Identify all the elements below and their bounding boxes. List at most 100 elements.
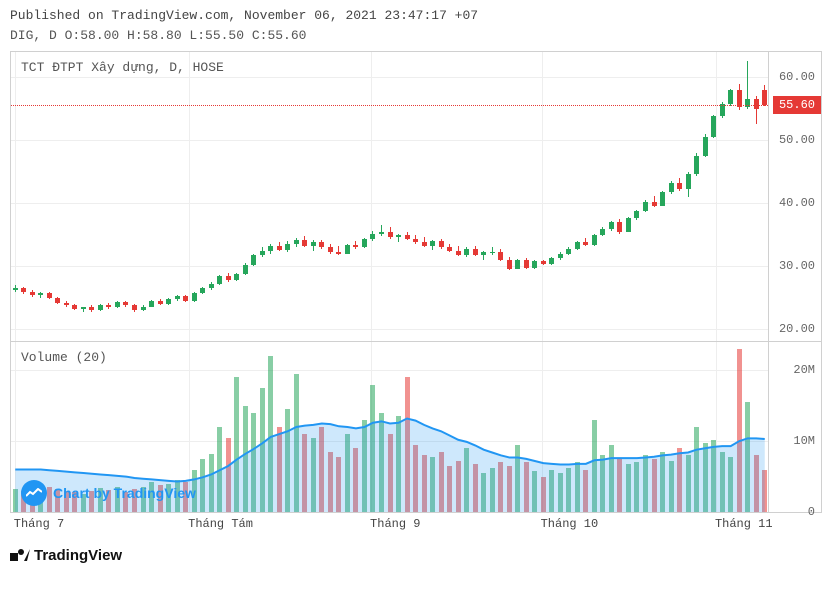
- volume-bar[interactable]: [549, 470, 554, 513]
- price-ytick: 40.00: [779, 196, 815, 210]
- volume-bar[interactable]: [762, 470, 767, 513]
- volume-bar[interactable]: [413, 445, 418, 512]
- price-title: TCT ĐTPT Xây dựng, D, HOSE: [21, 60, 224, 75]
- volume-bar[interactable]: [302, 434, 307, 512]
- volume-bar[interactable]: [260, 388, 265, 512]
- chart-container: TCT ĐTPT Xây dựng, D, HOSE 20.00 30.00 40.…: [10, 51, 822, 513]
- volume-bar[interactable]: [353, 448, 358, 512]
- volume-bar[interactable]: [609, 445, 614, 512]
- volume-bar[interactable]: [728, 457, 733, 512]
- published-line: Published on TradingView.com, November 0…: [10, 6, 822, 26]
- price-panel[interactable]: TCT ĐTPT Xây dựng, D, HOSE 20.00 30.00 40.…: [11, 52, 821, 342]
- volume-bar[interactable]: [362, 420, 367, 512]
- volume-bar[interactable]: [439, 452, 444, 512]
- volume-bar[interactable]: [498, 462, 503, 512]
- volume-bar[interactable]: [464, 448, 469, 512]
- volume-bar[interactable]: [379, 413, 384, 512]
- volume-bar[interactable]: [456, 461, 461, 512]
- volume-bar[interactable]: [294, 374, 299, 512]
- volume-bar[interactable]: [652, 459, 657, 512]
- volume-bar[interactable]: [634, 462, 639, 512]
- volume-bar[interactable]: [669, 461, 674, 512]
- volume-bar[interactable]: [319, 427, 324, 512]
- tradingview-logo-icon: [10, 549, 30, 563]
- xaxis-tick: Tháng 11: [715, 517, 773, 531]
- footer-brand-text: TradingView: [34, 547, 122, 564]
- price-ytick: 60.00: [779, 70, 815, 84]
- volume-bar[interactable]: [405, 377, 410, 512]
- volume-panel[interactable]: Volume (20) Chart by TradingView 010M20M: [11, 342, 821, 512]
- watermark-text: Chart by TradingView: [53, 485, 196, 501]
- tradingview-watermark[interactable]: Chart by TradingView: [21, 480, 196, 506]
- xaxis-tick: Tháng Tám: [188, 517, 253, 531]
- volume-bar[interactable]: [388, 434, 393, 512]
- price-ytick: 20.00: [779, 322, 815, 336]
- volume-bar[interactable]: [370, 385, 375, 513]
- volume-bar[interactable]: [311, 438, 316, 512]
- chart-header: Published on TradingView.com, November 0…: [0, 0, 832, 47]
- volume-bar[interactable]: [600, 455, 605, 512]
- tradingview-icon: [21, 480, 47, 506]
- time-xaxis: Tháng 7 Tháng Tám Tháng 9 Tháng 10 Tháng 11: [10, 515, 822, 537]
- volume-bar[interactable]: [541, 477, 546, 512]
- volume-bar[interactable]: [703, 443, 708, 512]
- volume-bar[interactable]: [617, 459, 622, 512]
- volume-bar[interactable]: [251, 413, 256, 512]
- volume-bar[interactable]: [694, 427, 699, 512]
- volume-bar[interactable]: [558, 473, 563, 512]
- volume-bar[interactable]: [626, 464, 631, 512]
- volume-bar[interactable]: [720, 452, 725, 512]
- volume-bar[interactable]: [13, 489, 18, 512]
- footer-brand[interactable]: TradingView: [10, 547, 822, 564]
- volume-bar[interactable]: [447, 466, 452, 512]
- volume-plot[interactable]: Volume (20) Chart by TradingView: [11, 342, 769, 512]
- volume-bar[interactable]: [592, 420, 597, 512]
- volume-bar[interactable]: [515, 445, 520, 512]
- xaxis-tick: Tháng 7: [14, 517, 64, 531]
- volume-bar[interactable]: [422, 455, 427, 512]
- volume-title: Volume (20): [21, 350, 107, 365]
- volume-bar[interactable]: [481, 473, 486, 512]
- volume-yaxis: 010M20M: [768, 342, 821, 512]
- volume-bar[interactable]: [754, 455, 759, 512]
- volume-bar[interactable]: [328, 452, 333, 512]
- volume-bar[interactable]: [711, 440, 716, 512]
- price-plot[interactable]: TCT ĐTPT Xây dựng, D, HOSE: [11, 52, 769, 341]
- price-yaxis: 20.00 30.00 40.00 50.00 60.00 55.60: [768, 52, 821, 341]
- volume-bar[interactable]: [686, 455, 691, 512]
- volume-bar[interactable]: [200, 459, 205, 512]
- volume-bar[interactable]: [532, 471, 537, 512]
- volume-bar[interactable]: [473, 464, 478, 512]
- volume-bar[interactable]: [745, 402, 750, 512]
- price-ytick: 30.00: [779, 259, 815, 273]
- volume-bar[interactable]: [507, 466, 512, 512]
- volume-bar[interactable]: [396, 416, 401, 512]
- volume-bar[interactable]: [430, 457, 435, 512]
- volume-bar[interactable]: [660, 452, 665, 512]
- volume-bar[interactable]: [285, 409, 290, 512]
- ohlc-line: DIG, D O:58.00 H:58.80 L:55.50 C:55.60: [10, 26, 822, 46]
- volume-bar[interactable]: [524, 462, 529, 512]
- volume-bar[interactable]: [490, 468, 495, 512]
- volume-bar[interactable]: [277, 427, 282, 512]
- volume-bar[interactable]: [336, 457, 341, 512]
- volume-bar[interactable]: [234, 377, 239, 512]
- volume-bar[interactable]: [677, 448, 682, 512]
- volume-bar[interactable]: [643, 455, 648, 512]
- xaxis-tick: Tháng 10: [541, 517, 599, 531]
- volume-bar[interactable]: [575, 462, 580, 512]
- volume-bar[interactable]: [566, 468, 571, 512]
- last-price-tag: 55.60: [773, 96, 821, 114]
- price-ytick: 50.00: [779, 133, 815, 147]
- volume-bar[interactable]: [737, 349, 742, 512]
- volume-ytick: 10M: [793, 434, 815, 448]
- volume-bar[interactable]: [345, 434, 350, 512]
- volume-bar[interactable]: [217, 427, 222, 512]
- xaxis-tick: Tháng 9: [370, 517, 420, 531]
- volume-bar[interactable]: [583, 470, 588, 513]
- volume-bar[interactable]: [209, 454, 214, 512]
- volume-bar[interactable]: [226, 438, 231, 512]
- volume-bar[interactable]: [243, 406, 248, 512]
- volume-ytick: 20M: [793, 363, 815, 377]
- volume-bar[interactable]: [268, 356, 273, 512]
